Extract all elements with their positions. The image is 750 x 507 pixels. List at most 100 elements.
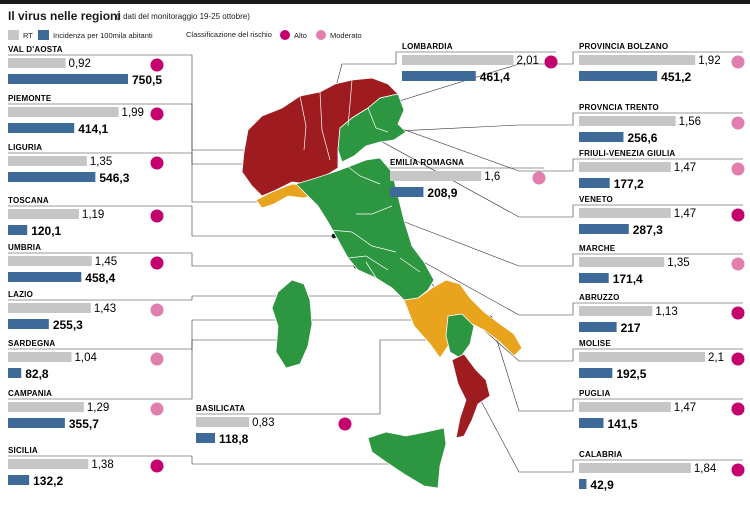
legend-high-dot (280, 30, 290, 40)
risk-dot-veneto (731, 208, 745, 222)
region-row-calabria: CALABRIA 1,84 42,9 (579, 450, 745, 492)
connector-veneto (367, 133, 743, 218)
rt-bar-puglia (579, 402, 671, 412)
incidence-value-provincia-bolzano: 451,2 (661, 70, 691, 84)
region-row-provncia-trento: PROVNCIA TRENTO 1,56 256,6 (579, 103, 745, 145)
risk-dot-provncia-trento (731, 116, 745, 130)
map-region-calabria (451, 353, 491, 439)
incidence-value-campania: 355,7 (69, 417, 99, 431)
region-name-basilicata: BASILICATA (196, 404, 245, 413)
region-row-marche: MARCHE 1,35 171,4 (579, 244, 745, 286)
incidence-bar-piemonte (8, 123, 75, 133)
region-name-campania: CAMPANIA (8, 389, 52, 398)
map-region-northeast (337, 93, 407, 163)
rt-bar-molise (579, 352, 705, 362)
rt-value-sardegna: 1,04 (75, 352, 98, 364)
region-name-liguria: LIGURIA (8, 143, 42, 152)
rt-bar-abruzzo (579, 306, 653, 316)
region-name-marche: MARCHE (579, 244, 616, 253)
incidence-value-lombardia: 461,4 (480, 70, 510, 84)
incidence-bar-campania (8, 418, 65, 428)
region-row-lazio: LAZIO 1,43 255,3 (8, 290, 164, 332)
incidence-value-val-d-aosta: 750,5 (132, 73, 162, 87)
rt-bar-umbria (8, 256, 92, 266)
risk-dot-basilicata (338, 417, 352, 431)
incidence-bar-emilia-romagna (390, 187, 424, 197)
incidence-value-friuli-venezia-giulia: 177,2 (614, 177, 644, 191)
incidence-value-provncia-trento: 256,6 (627, 131, 657, 145)
incidence-bar-marche (579, 273, 609, 283)
top-rule (0, 0, 750, 4)
region-row-sardegna: SARDEGNA 1,04 82,8 (8, 339, 164, 381)
connector-marche (383, 213, 743, 267)
map-region-sardegna (271, 279, 313, 369)
risk-dot-piemonte (150, 107, 164, 121)
incidence-bar-toscana (8, 225, 28, 235)
rt-value-provncia-trento: 1,56 (679, 116, 701, 128)
legend-rt: RT (8, 30, 33, 40)
incidence-bar-provincia-bolzano (579, 71, 658, 81)
legend-rt-label: RT (23, 30, 33, 40)
legend-risk-label: Classificazione del rischio (186, 30, 272, 39)
rt-bar-calabria (579, 463, 691, 473)
page-subtitle: (I dati del monitoraggio 19-25 ottobre) (116, 12, 250, 21)
rt-bar-emilia-romagna (390, 171, 482, 181)
risk-dot-calabria (731, 463, 745, 477)
rt-bar-lombardia (402, 55, 514, 65)
region-name-piemonte: PIEMONTE (8, 94, 52, 103)
rt-value-abruzzo: 1,13 (655, 306, 677, 318)
region-row-veneto: VENETO 1,47 287,3 (579, 195, 745, 237)
legend-risk: Classificazione del rischio (186, 30, 272, 39)
rt-bar-sardegna (8, 352, 72, 362)
region-name-val-d-aosta: VAL D'AOSTA (8, 45, 63, 54)
risk-dot-abruzzo (731, 306, 745, 320)
rt-value-piemonte: 1,99 (122, 107, 144, 119)
risk-dot-friuli-venezia-giulia (731, 162, 745, 176)
connector-sicilia (8, 455, 414, 465)
risk-dot-campania (150, 402, 164, 416)
legend-moderate-label: Moderato (330, 30, 362, 40)
rt-bar-friuli-venezia-giulia (579, 162, 671, 172)
incidence-value-puglia: 141,5 (608, 417, 638, 431)
risk-dot-molise (731, 352, 745, 366)
incidence-bar-sicilia (8, 475, 30, 485)
region-name-veneto: VENETO (579, 195, 613, 204)
incidence-bar-sardegna (8, 368, 22, 378)
connector-provncia-trento (335, 112, 743, 135)
legend-high: Alto (280, 30, 307, 40)
connector-abruzzo (401, 249, 743, 316)
rt-value-toscana: 1,19 (82, 209, 104, 221)
incidence-bar-basilicata (196, 433, 215, 443)
incidence-value-sicilia: 132,2 (33, 474, 63, 488)
connector-umbria (8, 252, 356, 267)
region-row-sicilia: SICILIA 1,38 132,2 (8, 446, 164, 488)
incidence-bar-calabria (579, 479, 587, 489)
legend-high-label: Alto (294, 30, 307, 40)
connector-basilicata (196, 339, 458, 415)
risk-dot-marche (731, 257, 745, 271)
rt-value-puglia: 1,47 (674, 402, 696, 414)
rt-value-lazio: 1,43 (94, 303, 116, 315)
rt-bar-provincia-bolzano (579, 55, 696, 65)
region-name-sicilia: SICILIA (8, 446, 38, 455)
legend-rt-swatch (8, 30, 19, 40)
connector-provincia-bolzano (337, 51, 743, 121)
legend-moderate: Moderato (316, 30, 362, 40)
connector-piemonte (8, 103, 262, 165)
rt-bar-basilicata (196, 417, 250, 427)
rt-bar-lazio (8, 303, 91, 313)
rt-value-calabria: 1,84 (694, 463, 717, 475)
region-name-provincia-bolzano: PROVINCIA BOLZANO (579, 42, 668, 51)
rt-bar-piemonte (8, 107, 119, 117)
incidence-value-basilicata: 118,8 (219, 432, 249, 446)
incidence-value-lazio: 255,3 (53, 318, 83, 332)
rt-value-lombardia: 2,01 (517, 55, 539, 67)
incidence-value-marche: 171,4 (613, 272, 643, 286)
rt-value-val-d-aosta: 0,92 (69, 58, 91, 70)
region-row-liguria: LIGURIA 1,35 546,3 (8, 143, 164, 185)
region-name-molise: MOLISE (579, 339, 611, 348)
region-row-provincia-bolzano: PROVINCIA BOLZANO 1,92 451,2 (579, 42, 745, 84)
map-region-basilicata (445, 313, 475, 359)
